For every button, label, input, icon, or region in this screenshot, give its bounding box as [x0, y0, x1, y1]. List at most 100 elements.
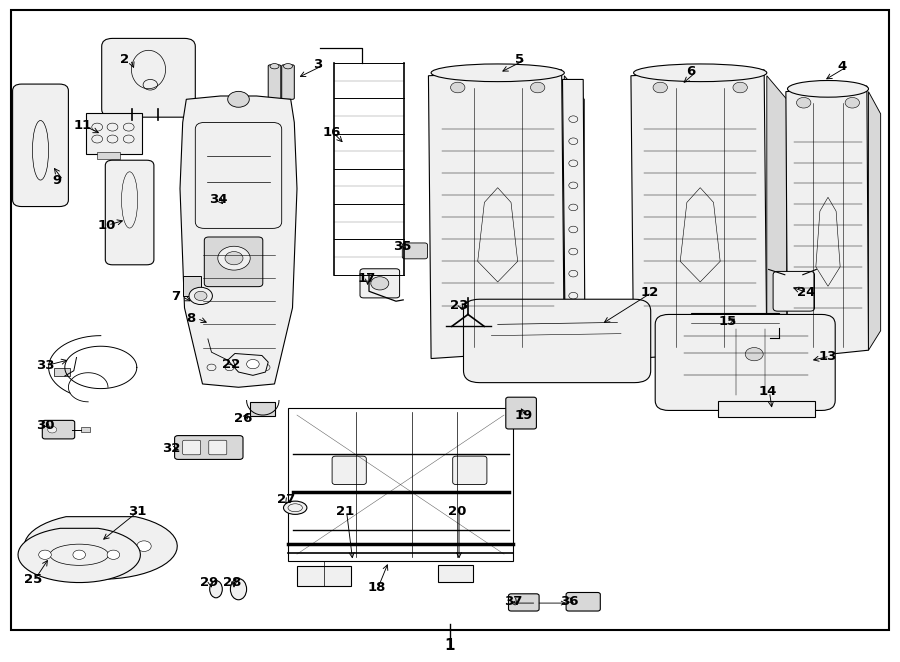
Text: 36: 36: [560, 594, 579, 608]
Text: 9: 9: [52, 173, 61, 187]
Polygon shape: [24, 516, 177, 579]
Text: 29: 29: [200, 576, 218, 589]
FancyBboxPatch shape: [506, 397, 536, 429]
Circle shape: [137, 541, 151, 551]
Text: 12: 12: [641, 286, 659, 299]
FancyBboxPatch shape: [360, 269, 400, 298]
Text: 14: 14: [759, 385, 777, 399]
FancyBboxPatch shape: [453, 456, 487, 485]
FancyBboxPatch shape: [332, 456, 366, 485]
FancyBboxPatch shape: [402, 243, 428, 259]
Polygon shape: [428, 70, 564, 359]
Ellipse shape: [284, 64, 292, 69]
Text: 21: 21: [336, 504, 354, 518]
Text: 1: 1: [445, 638, 455, 653]
Text: 28: 28: [223, 576, 241, 589]
Bar: [250, 402, 275, 416]
Polygon shape: [228, 354, 268, 375]
Circle shape: [530, 82, 544, 93]
Text: 22: 22: [222, 357, 240, 371]
Circle shape: [63, 530, 77, 540]
Polygon shape: [868, 91, 880, 350]
Circle shape: [228, 91, 249, 107]
FancyBboxPatch shape: [773, 271, 814, 311]
Text: 11: 11: [74, 119, 92, 132]
Bar: [718, 401, 815, 417]
Bar: [288, 408, 513, 561]
Text: 27: 27: [277, 493, 295, 506]
FancyBboxPatch shape: [566, 592, 600, 611]
FancyBboxPatch shape: [209, 440, 227, 455]
Ellipse shape: [634, 64, 767, 81]
Bar: [297, 566, 351, 586]
Circle shape: [107, 550, 120, 559]
Text: 15: 15: [718, 314, 736, 328]
Text: 35: 35: [393, 240, 411, 253]
Text: 16: 16: [322, 126, 340, 139]
Ellipse shape: [284, 501, 307, 514]
Ellipse shape: [210, 581, 222, 598]
Text: 24: 24: [796, 286, 814, 299]
FancyBboxPatch shape: [508, 594, 539, 611]
Ellipse shape: [431, 64, 564, 81]
Text: 6: 6: [686, 65, 695, 78]
Text: 5: 5: [515, 53, 524, 66]
Circle shape: [371, 277, 389, 290]
Text: 17: 17: [357, 271, 375, 285]
Text: 7: 7: [171, 290, 180, 303]
Polygon shape: [180, 96, 297, 387]
Circle shape: [225, 252, 243, 265]
Bar: [97, 152, 120, 159]
FancyBboxPatch shape: [268, 65, 281, 99]
Text: 4: 4: [837, 60, 846, 73]
FancyBboxPatch shape: [175, 436, 243, 459]
Circle shape: [189, 287, 212, 305]
Text: 25: 25: [24, 573, 42, 586]
Ellipse shape: [230, 579, 247, 600]
Polygon shape: [767, 75, 787, 350]
Text: 10: 10: [97, 218, 115, 232]
Bar: [183, 276, 201, 296]
Text: 8: 8: [186, 312, 195, 325]
Circle shape: [73, 550, 86, 559]
Circle shape: [107, 541, 122, 551]
Circle shape: [845, 97, 859, 108]
Circle shape: [745, 348, 763, 361]
Circle shape: [733, 82, 747, 93]
Text: 20: 20: [448, 504, 466, 518]
FancyBboxPatch shape: [282, 65, 294, 99]
Bar: [54, 368, 70, 376]
Circle shape: [194, 291, 207, 301]
Bar: [438, 565, 473, 582]
Ellipse shape: [788, 81, 868, 97]
Text: 19: 19: [515, 409, 533, 422]
Circle shape: [796, 97, 811, 108]
Text: 34: 34: [209, 193, 228, 207]
Circle shape: [247, 359, 259, 369]
Bar: [691, 313, 779, 328]
Circle shape: [77, 541, 92, 551]
Bar: [86, 113, 142, 154]
Circle shape: [653, 82, 668, 93]
Circle shape: [50, 541, 65, 551]
Text: 23: 23: [450, 299, 468, 312]
FancyBboxPatch shape: [183, 440, 201, 455]
Circle shape: [39, 550, 51, 559]
Polygon shape: [562, 79, 585, 338]
Circle shape: [48, 426, 57, 433]
Text: 18: 18: [367, 581, 385, 594]
FancyBboxPatch shape: [13, 84, 68, 207]
Polygon shape: [631, 70, 767, 359]
Bar: [81, 427, 90, 432]
Text: 13: 13: [819, 350, 837, 363]
FancyBboxPatch shape: [655, 314, 835, 410]
Circle shape: [218, 246, 250, 270]
Text: 32: 32: [162, 442, 180, 455]
Text: 37: 37: [504, 594, 522, 608]
FancyBboxPatch shape: [105, 160, 154, 265]
Polygon shape: [786, 86, 868, 359]
FancyBboxPatch shape: [102, 38, 195, 117]
Text: 26: 26: [234, 412, 252, 425]
Ellipse shape: [270, 64, 279, 69]
Text: 3: 3: [313, 58, 322, 71]
